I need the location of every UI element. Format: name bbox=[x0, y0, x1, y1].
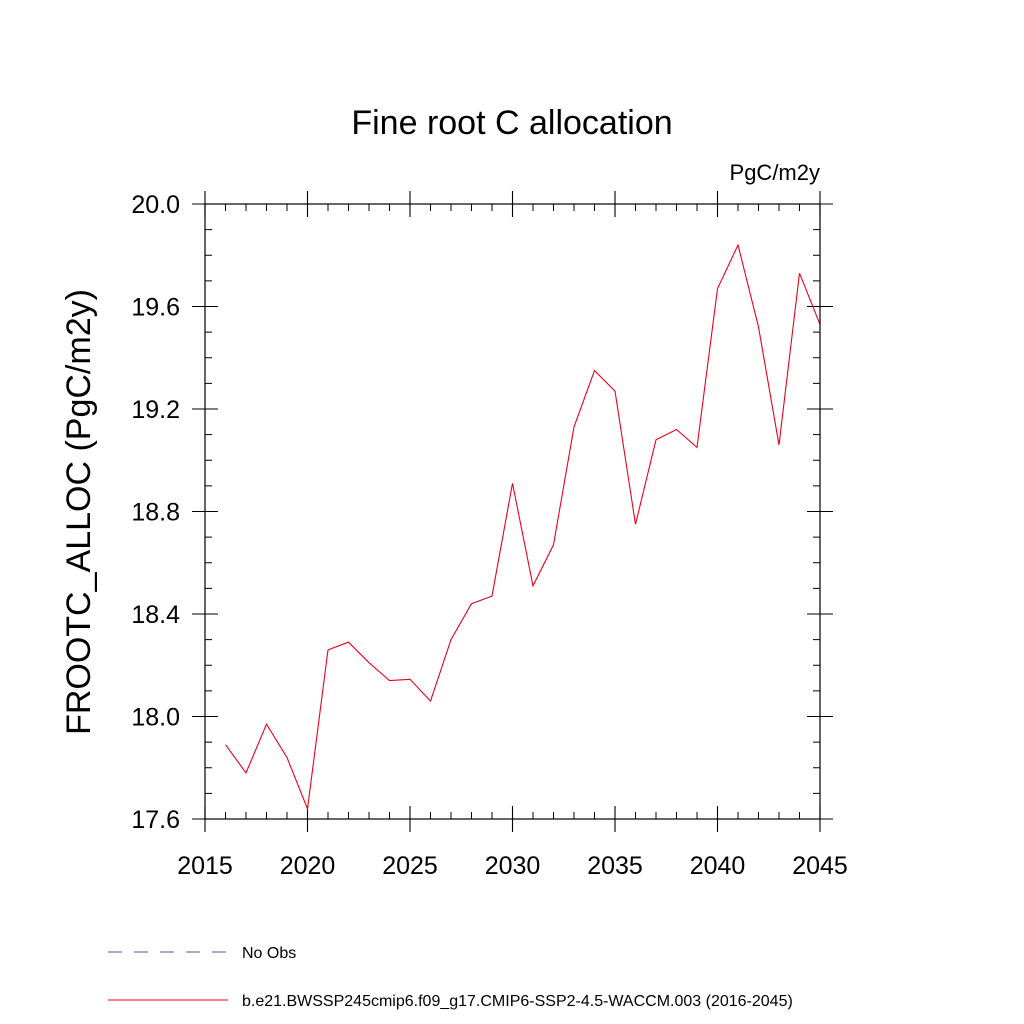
x-tick-label: 2035 bbox=[587, 852, 643, 880]
y-tick-label: 18.8 bbox=[131, 499, 180, 527]
chart-title: Fine root C allocation bbox=[351, 104, 672, 142]
y-tick-label: 20.0 bbox=[131, 191, 180, 219]
legend-label: b.e21.BWSSP245cmip6.f09_g17.CMIP6-SSP2-4… bbox=[242, 993, 793, 1010]
legend: No Obs b.e21.BWSSP245cmip6.f09_g17.CMIP6-… bbox=[108, 945, 793, 1010]
series-line bbox=[225, 243, 821, 811]
minor-ticks bbox=[205, 204, 820, 819]
y-tick-label: 19.2 bbox=[131, 396, 180, 424]
units-label: PgC/m2y bbox=[730, 160, 820, 185]
y-tick-label: 19.6 bbox=[131, 294, 180, 322]
legend-label: No Obs bbox=[242, 945, 296, 962]
y-tick-label: 18.0 bbox=[131, 704, 180, 732]
plot-frame bbox=[204, 203, 821, 820]
y-axis-label: FROOTC_ALLOC (PgC/m2y) bbox=[60, 289, 98, 735]
x-tick-label: 2020 bbox=[280, 852, 336, 880]
x-tick-label: 2040 bbox=[690, 852, 746, 880]
y-tick-label: 18.4 bbox=[131, 601, 180, 629]
x-tick-labels: 2015 2020 2025 2030 2035 2040 2045 bbox=[177, 852, 848, 880]
y-tick-labels: 17.6 18.0 18.4 18.8 19.2 19.6 20.0 bbox=[131, 191, 180, 834]
x-tick-label: 2045 bbox=[792, 852, 848, 880]
series-layer bbox=[225, 243, 821, 811]
x-tick-label: 2030 bbox=[485, 852, 541, 880]
x-tick-label: 2025 bbox=[382, 852, 438, 880]
y-tick-label: 17.6 bbox=[131, 806, 180, 834]
x-tick-label: 2015 bbox=[177, 852, 233, 880]
major-ticks bbox=[192, 191, 833, 832]
